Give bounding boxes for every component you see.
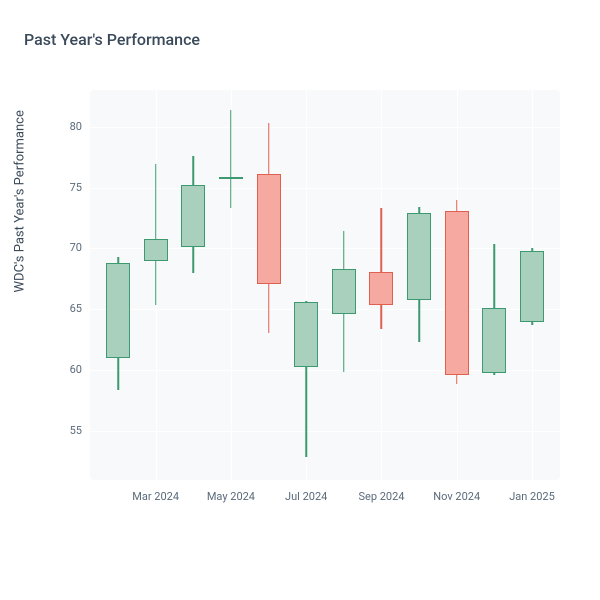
y-tick-label: 70: [52, 241, 82, 254]
x-tick-label: Mar 2024: [132, 490, 179, 503]
y-axis-title: WDC's Past Year's Performance: [13, 110, 28, 292]
candle-wick: [155, 164, 157, 304]
y-tick-label: 60: [52, 363, 82, 376]
candle-body: [144, 239, 168, 261]
y-tick-label: 75: [52, 181, 82, 194]
chart-container: Past Year's Performance WDC's Past Year'…: [0, 0, 600, 600]
grid-line: [90, 127, 560, 128]
y-tick-label: 55: [52, 424, 82, 437]
x-tick-label: Nov 2024: [433, 490, 480, 503]
y-tick-label: 65: [52, 302, 82, 315]
candle-wick: [230, 110, 232, 209]
chart-title: Past Year's Performance: [24, 30, 200, 49]
plot-area: [90, 90, 560, 480]
candle-body: [520, 251, 544, 322]
x-tick-label: Jul 2024: [285, 490, 327, 503]
candle-body: [369, 272, 393, 305]
x-tick-label: Sep 2024: [358, 490, 404, 503]
candle-body: [332, 269, 356, 314]
candle-body: [106, 263, 130, 358]
candle-body: [407, 213, 431, 300]
candle-body: [445, 211, 469, 376]
x-tick-label: May 2024: [207, 490, 255, 503]
x-tick-label: Jan 2025: [509, 490, 555, 503]
candle-body: [257, 174, 281, 284]
candle-body: [294, 302, 318, 367]
candle-wick: [381, 208, 383, 329]
y-tick-label: 80: [52, 120, 82, 133]
candle-body: [219, 177, 243, 179]
grid-line: [90, 188, 560, 189]
candle-body: [482, 308, 506, 373]
grid-line: [90, 431, 560, 432]
candle-body: [181, 185, 205, 247]
